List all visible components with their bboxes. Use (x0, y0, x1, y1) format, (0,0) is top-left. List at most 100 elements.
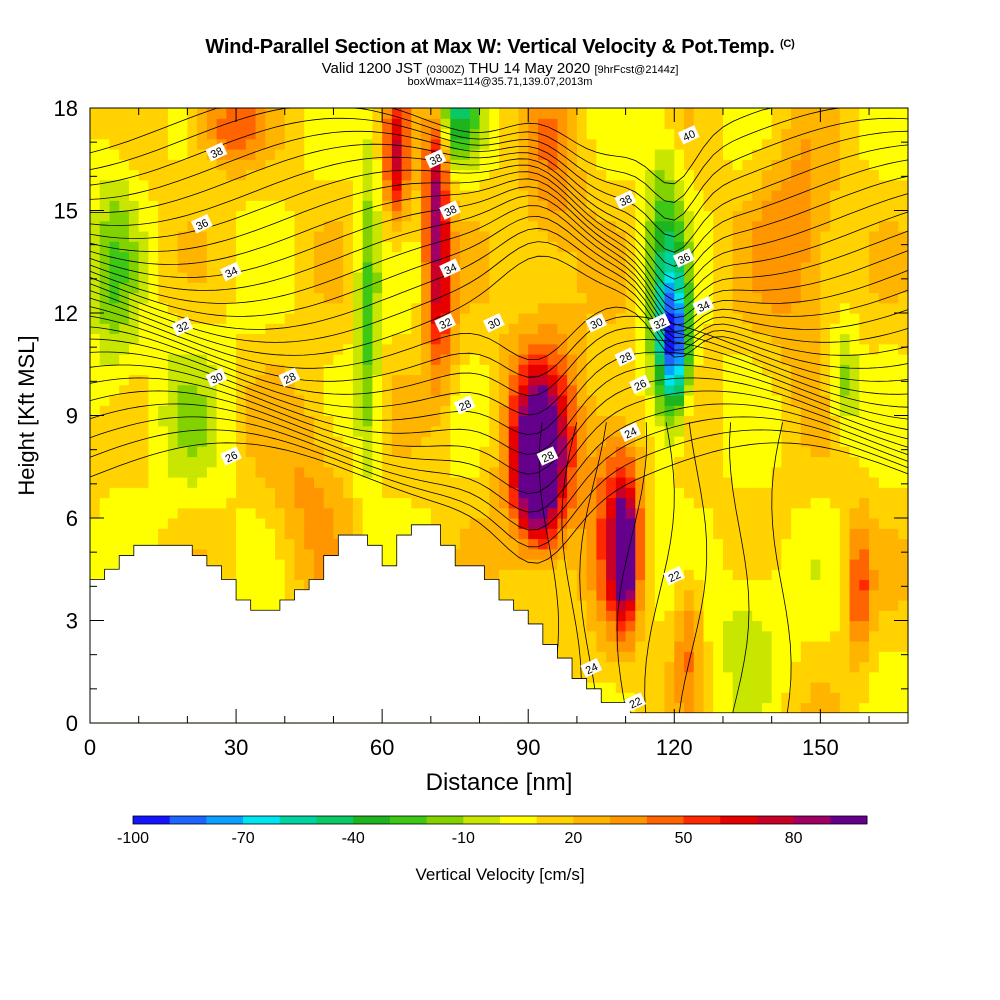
colorbar: -100 -70 -40 -10 20 50 80 Vertical Velocity [cm… (117, 815, 868, 884)
contour-label-text: 34 (443, 261, 459, 277)
theta-contour-line (729, 422, 750, 713)
colorbar-swatch (133, 816, 171, 824)
contour-label-box (439, 258, 461, 278)
colorbar-swatch (500, 816, 538, 824)
contour-label-box (424, 149, 447, 169)
theta-contour-line (89, 255, 909, 356)
copyright-mark: (C) (779, 38, 795, 50)
x-axis-label: Distance [nm] (426, 769, 573, 796)
theta-contour-line (89, 241, 909, 345)
contour-label-text: 38 (443, 203, 459, 219)
theta-contour-line (678, 422, 708, 713)
theta-contour-line (89, 130, 909, 238)
theta-contour-line (89, 364, 909, 455)
colorbar-swatch (573, 816, 611, 824)
contour-label: 36 (190, 214, 213, 234)
theta-contour-line (89, 377, 909, 475)
colorbar-tick-label: -70 (232, 830, 255, 847)
contour-label-box (453, 395, 476, 415)
chart-subtitle: Valid 1200 JST (0300Z) THU 14 May 2020 [… (321, 60, 679, 77)
contour-label-box (648, 313, 671, 333)
contour-label-box (692, 296, 715, 316)
theta-contour-line (616, 422, 648, 713)
y-tick-label: 12 (54, 301, 78, 326)
contour-label-text: 28 (618, 350, 634, 366)
contour-label-box (171, 316, 194, 336)
contour-label: 30 (482, 313, 505, 333)
contour-label-text: 26 (224, 449, 240, 465)
colorbar-swatch (610, 816, 648, 824)
theta-contour-line (89, 107, 908, 203)
contour-label: 34 (220, 261, 242, 282)
theta-contour-line (89, 416, 909, 531)
contour-label: 26 (629, 374, 651, 395)
y-axis-label: Height [Kft MSL] (14, 335, 39, 495)
theta-contour-line (89, 338, 909, 416)
contour-label-box (672, 248, 695, 268)
contour-label: 30 (205, 367, 228, 388)
colorbar-swatch (279, 816, 317, 824)
colorbar-swatch (243, 816, 281, 824)
contour-label-text: 32 (175, 320, 191, 336)
contour-label-box (278, 367, 301, 388)
contour-label-text: 32 (438, 316, 454, 332)
contour-label-text: 36 (676, 251, 692, 267)
y-tick-label: 9 (66, 404, 78, 429)
y-tick-label: 3 (66, 609, 78, 634)
contour-label-text: 34 (224, 265, 240, 281)
axes-ticks (89, 107, 908, 724)
contour-label-text: 22 (667, 569, 683, 585)
contour-label: 28 (453, 395, 476, 415)
contour-label-text: 30 (589, 316, 605, 332)
theta-contour-line (89, 227, 909, 339)
contour-label: 38 (424, 149, 447, 169)
contour-label: 32 (648, 313, 671, 333)
theta-contour-line (89, 442, 909, 564)
theta-contour-line (89, 178, 909, 302)
theta-contour-line (89, 390, 909, 494)
contour-label-box (580, 658, 603, 678)
theta-contour-line (89, 315, 909, 382)
contour-label: 34 (692, 296, 715, 316)
theta-contour-line (89, 326, 909, 397)
contour-label-box (536, 446, 559, 466)
colorbar-swatch (793, 816, 831, 824)
theta-contour-line (89, 156, 909, 267)
theta-contour-line (89, 215, 909, 332)
contour-label-text: 26 (633, 378, 649, 394)
colorbar-swatch (316, 816, 354, 824)
theta-contour-line (89, 171, 909, 292)
theta-contour-line (89, 205, 909, 326)
contour-label-text: 36 (194, 217, 210, 233)
y-tick-label: 0 (66, 711, 78, 736)
contour-label-text: 34 (696, 299, 712, 315)
x-tick-label: 60 (370, 735, 394, 760)
colorbar-tick-label: 50 (675, 830, 693, 847)
theta-contour-line (89, 143, 909, 253)
colorbar-swatch (353, 816, 391, 824)
colorbar-tick-label: -100 (117, 830, 149, 847)
contour-label-text: 38 (209, 145, 225, 161)
x-tick-label: 30 (224, 735, 248, 760)
contour-label: 24 (619, 422, 642, 442)
contour-label: 32 (171, 316, 194, 336)
contour-label-box (439, 200, 461, 220)
contour-label-text: 24 (623, 425, 639, 441)
colorbar-tick-label: -10 (452, 830, 475, 847)
contour-label-box (205, 367, 228, 388)
contour-label: 28 (536, 446, 559, 466)
contour-label: 38 (439, 200, 461, 220)
contour-label-text: 30 (209, 371, 225, 387)
colorbar-swatch (426, 816, 464, 824)
contour-label-box (677, 125, 700, 145)
contour-labels: 38 36 34 32 30 28 26 38 38 34 32 30 28 28 30 28 26 24 22 24… (171, 125, 715, 712)
contour-label-box (205, 142, 228, 162)
contour-label-text: 38 (618, 193, 634, 209)
contour-label-box (624, 692, 646, 712)
contour-label-text: 22 (628, 695, 644, 711)
contour-label-box (663, 565, 685, 586)
contour-label: 30 (585, 313, 608, 333)
contour-label-text: 32 (652, 316, 668, 332)
y-tick-label: 18 (54, 96, 78, 121)
